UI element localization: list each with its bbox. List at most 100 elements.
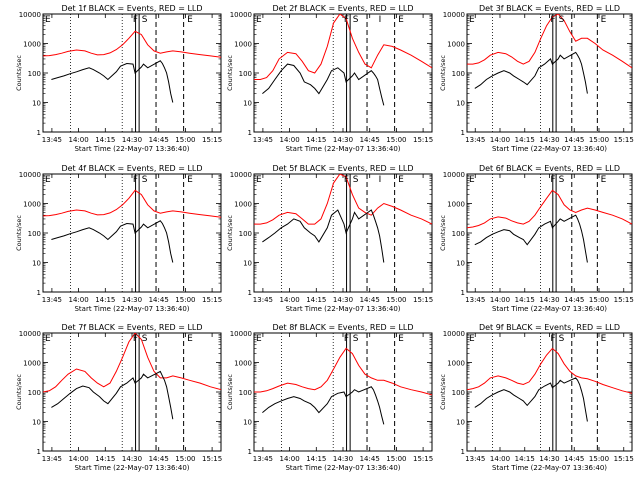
x-tick-label: 14:00 — [69, 296, 89, 304]
chart-title: Det 8f BLACK = Events, RED = LLD — [272, 323, 413, 332]
y-tick-label: 1 — [248, 289, 252, 297]
marker-label: I — [379, 175, 382, 185]
y-tick-label: 1000 — [447, 201, 465, 209]
x-axis-label: Start Time (22-May-07 13:36:40) — [492, 464, 607, 472]
x-axis-label: Start Time (22-May-07 13:36:40) — [285, 305, 400, 313]
x-tick-label: 14:45 — [564, 455, 584, 463]
x-tick-label: 14:15 — [515, 296, 535, 304]
x-tick-label: 14:00 — [490, 296, 510, 304]
marker-label: S — [559, 334, 565, 344]
marker-label: S — [353, 15, 359, 25]
y-tick-label: 10000 — [230, 171, 252, 179]
y-tick-label: 10 — [32, 100, 41, 108]
x-tick-label: 14:45 — [360, 136, 380, 144]
marker-label: E — [398, 175, 404, 185]
y-tick-label: 1 — [37, 448, 41, 456]
x-tick-label: 15:00 — [175, 296, 195, 304]
series-black — [262, 386, 385, 425]
plot-frame — [466, 173, 633, 293]
y-tick-label: 100 — [239, 389, 252, 397]
series-red — [467, 347, 632, 394]
marker-label: S — [559, 175, 565, 185]
marker-label: E — [45, 175, 51, 185]
y-tick-label: 1 — [248, 129, 252, 137]
y-tick-label: 100 — [452, 389, 465, 397]
x-tick-label: 15:00 — [386, 136, 406, 144]
chart-panel-7: Det 7f BLACK = Events, RED = LLD 1 10 100 10… — [15, 323, 222, 472]
chart-title: Det 5f BLACK = Events, RED = LLD — [272, 164, 413, 173]
x-tick-label: 15:15 — [614, 455, 634, 463]
marker-label: S — [353, 334, 359, 344]
x-tick-label: 14:15 — [95, 136, 115, 144]
y-tick-label: 1000 — [23, 360, 41, 368]
marker-label: E — [256, 334, 262, 344]
y-tick-label: 100 — [28, 230, 41, 238]
series-black — [262, 209, 385, 263]
y-tick-label: 10000 — [19, 330, 41, 338]
y-tick-label: 1 — [37, 289, 41, 297]
x-tick-label: 14:30 — [333, 455, 353, 463]
x-tick-label: 14:00 — [280, 296, 300, 304]
x-tick-label: 13:45 — [253, 296, 273, 304]
series-red — [43, 333, 221, 393]
marker-label: E — [601, 334, 607, 344]
x-tick-label: 13:45 — [465, 296, 485, 304]
y-tick-label: 10 — [243, 100, 252, 108]
x-tick-label: 14:15 — [306, 136, 326, 144]
chart-panel-8: Det 8f BLACK = Events, RED = LLD 1 10 100 10… — [226, 323, 433, 472]
x-tick-label: 15:15 — [413, 136, 433, 144]
x-axis-label: Start Time (22-May-07 13:36:40) — [74, 145, 189, 153]
y-tick-label: 100 — [239, 230, 252, 238]
x-tick-label: 15:00 — [589, 296, 609, 304]
marker-label: S — [353, 175, 359, 185]
y-axis-label: Counts/sec — [226, 374, 234, 410]
marker-label: E — [601, 175, 607, 185]
series-red — [43, 189, 221, 218]
y-tick-label: 10 — [456, 100, 465, 108]
x-tick-label: 15:00 — [386, 455, 406, 463]
marker-label: E — [45, 15, 51, 25]
x-tick-label: 15:15 — [413, 296, 433, 304]
marker-label: F — [344, 334, 349, 344]
marker-label: E — [256, 175, 262, 185]
y-axis-label: Counts/sec — [226, 55, 234, 91]
marker-label: E — [398, 334, 404, 344]
chart-panel-5: Det 5f BLACK = Events, RED = LLD 1 10 100 10… — [226, 164, 433, 313]
marker-label: S — [142, 175, 148, 185]
y-tick-label: 10000 — [230, 11, 252, 19]
x-tick-label: 15:00 — [589, 136, 609, 144]
x-tick-label: 15:00 — [589, 455, 609, 463]
y-tick-label: 1000 — [23, 41, 41, 49]
x-tick-label: 13:45 — [42, 296, 62, 304]
marker-label: I — [379, 15, 382, 25]
plot-frame — [466, 13, 633, 133]
y-tick-label: 100 — [452, 230, 465, 238]
x-tick-label: 14:15 — [95, 296, 115, 304]
x-axis-label: Start Time (22-May-07 13:36:40) — [74, 464, 189, 472]
chart-panel-6: Det 6f BLACK = Events, RED = LLD 1 10 100 10… — [439, 164, 634, 313]
y-tick-label: 10000 — [443, 11, 465, 19]
y-tick-label: 100 — [28, 389, 41, 397]
series-red — [467, 189, 632, 229]
y-tick-label: 1000 — [447, 41, 465, 49]
plot-frame — [253, 173, 433, 293]
marker-label: E — [398, 15, 404, 25]
x-tick-label: 13:45 — [42, 136, 62, 144]
y-axis-label: Counts/sec — [439, 374, 447, 410]
marker-label: S — [142, 15, 148, 25]
x-tick-label: 15:15 — [202, 136, 222, 144]
series-black — [474, 51, 588, 94]
x-axis-label: Start Time (22-May-07 13:36:40) — [285, 464, 400, 472]
series-black — [262, 63, 385, 106]
chart-title: Det 4f BLACK = Events, RED = LLD — [61, 164, 202, 173]
marker-label: F — [550, 334, 555, 344]
y-tick-label: 1000 — [234, 360, 252, 368]
chart-panel-1: Det 1f BLACK = Events, RED = LLD 1 10 100 10… — [15, 4, 222, 153]
plot-frame — [42, 13, 222, 133]
x-tick-label: 13:45 — [465, 455, 485, 463]
marker-label: E — [601, 15, 607, 25]
y-tick-label: 10 — [243, 260, 252, 268]
y-tick-label: 100 — [239, 70, 252, 78]
